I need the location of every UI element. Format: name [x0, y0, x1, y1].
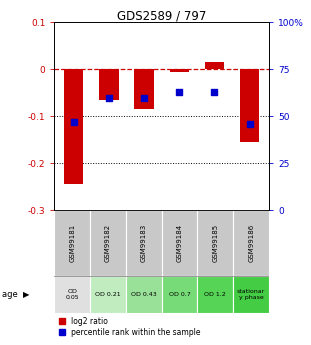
Text: OD 0.43: OD 0.43: [131, 292, 157, 297]
Bar: [197, 276, 233, 313]
Bar: [233, 276, 269, 313]
Bar: [240, 69, 259, 142]
Title: GDS2589 / 797: GDS2589 / 797: [117, 9, 207, 22]
Text: GSM99182: GSM99182: [105, 224, 111, 262]
Bar: [54, 276, 90, 313]
Point: [247, 121, 252, 127]
Text: OD
0.05: OD 0.05: [66, 289, 79, 300]
Point: [177, 89, 182, 95]
Text: OD 0.21: OD 0.21: [95, 292, 121, 297]
Bar: [169, 69, 189, 72]
Bar: [90, 210, 126, 276]
Text: stationar
y phase: stationar y phase: [237, 289, 265, 300]
Bar: [205, 62, 224, 69]
Text: OD 0.7: OD 0.7: [169, 292, 190, 297]
Point: [71, 119, 76, 125]
Text: GSM99183: GSM99183: [141, 224, 147, 262]
Text: GSM99185: GSM99185: [212, 224, 218, 262]
Bar: [233, 210, 269, 276]
Bar: [162, 276, 197, 313]
Bar: [197, 210, 233, 276]
Point: [212, 89, 217, 95]
Text: GSM99184: GSM99184: [177, 224, 183, 262]
Bar: [162, 210, 197, 276]
Text: GSM99181: GSM99181: [69, 224, 75, 262]
Text: OD 1.2: OD 1.2: [205, 292, 226, 297]
Bar: [99, 69, 118, 100]
Legend: log2 ratio, percentile rank within the sample: log2 ratio, percentile rank within the s…: [58, 316, 202, 338]
Bar: [134, 69, 154, 109]
Point: [142, 95, 146, 100]
Bar: [126, 210, 162, 276]
Point: [106, 95, 111, 100]
Text: age  ▶: age ▶: [2, 290, 29, 299]
Bar: [64, 69, 83, 184]
Bar: [54, 210, 90, 276]
Text: GSM99186: GSM99186: [248, 224, 254, 262]
Bar: [126, 276, 162, 313]
Bar: [90, 276, 126, 313]
